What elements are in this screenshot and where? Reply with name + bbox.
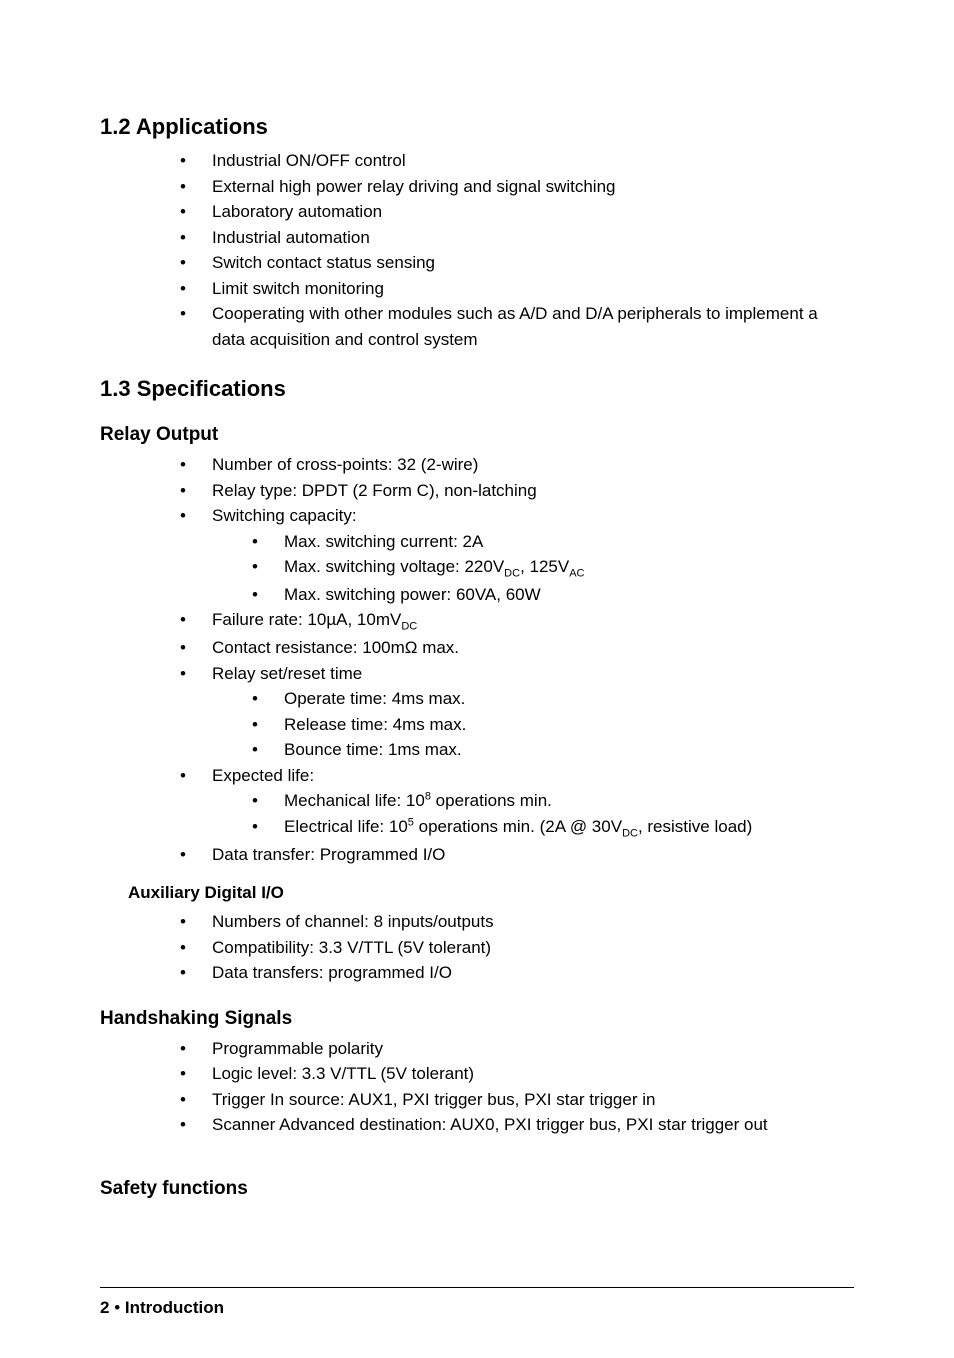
relay-output-heading: Relay Output bbox=[100, 424, 854, 446]
list-item: Operate time: 4ms max. bbox=[252, 686, 854, 712]
applications-heading: 1.2 Applications bbox=[100, 114, 854, 140]
switching-voltage-dc: DC bbox=[504, 567, 520, 579]
page-footer: 2 • Introduction bbox=[100, 1287, 854, 1318]
relay-output-list: Number of cross-points: 32 (2-wire) Rela… bbox=[180, 452, 854, 867]
switching-voltage-ac: AC bbox=[569, 567, 584, 579]
electrical-life-post: , resistive load) bbox=[638, 817, 752, 836]
list-item: Laboratory automation bbox=[180, 199, 854, 225]
list-item: Compatibility: 3.3 V/TTL (5V tolerant) bbox=[180, 935, 854, 961]
list-item: Numbers of channel: 8 inputs/outputs bbox=[180, 909, 854, 935]
list-item: Switching capacity: Max. switching curre… bbox=[180, 503, 854, 607]
handshaking-list: Programmable polarity Logic level: 3.3 V… bbox=[180, 1036, 854, 1138]
list-item: Release time: 4ms max. bbox=[252, 712, 854, 738]
relay-time-label: Relay set/reset time bbox=[212, 664, 362, 683]
switching-voltage-pre: Max. switching voltage: 220V bbox=[284, 557, 504, 576]
switching-capacity-label: Switching capacity: bbox=[212, 506, 357, 525]
failure-rate-pre: Failure rate: 10µA, 10mV bbox=[212, 610, 401, 629]
handshaking-heading: Handshaking Signals bbox=[100, 1008, 854, 1030]
electrical-life-dc: DC bbox=[622, 827, 638, 839]
list-item: Mechanical life: 108 operations min. bbox=[252, 788, 854, 814]
list-item: Industrial automation bbox=[180, 225, 854, 251]
list-item: Cooperating with other modules such as A… bbox=[180, 301, 854, 352]
footer-text: 2 • Introduction bbox=[100, 1298, 854, 1318]
list-item: Max. switching power: 60VA, 60W bbox=[252, 582, 854, 608]
switching-capacity-sublist: Max. switching current: 2A Max. switchin… bbox=[252, 529, 854, 608]
list-item: Logic level: 3.3 V/TTL (5V tolerant) bbox=[180, 1061, 854, 1087]
list-item: Expected life: Mechanical life: 108 oper… bbox=[180, 763, 854, 842]
relay-time-sublist: Operate time: 4ms max. Release time: 4ms… bbox=[252, 686, 854, 763]
failure-rate-dc: DC bbox=[401, 621, 417, 633]
list-item: Relay set/reset time Operate time: 4ms m… bbox=[180, 661, 854, 763]
auxiliary-list: Numbers of channel: 8 inputs/outputs Com… bbox=[180, 909, 854, 986]
list-item: Bounce time: 1ms max. bbox=[252, 737, 854, 763]
applications-list: Industrial ON/OFF control External high … bbox=[180, 148, 854, 352]
list-item: External high power relay driving and si… bbox=[180, 174, 854, 200]
list-item: Data transfers: programmed I/O bbox=[180, 960, 854, 986]
footer-divider bbox=[100, 1287, 854, 1288]
list-item: Data transfer: Programmed I/O bbox=[180, 842, 854, 868]
specifications-heading: 1.3 Specifications bbox=[100, 376, 854, 402]
footer-separator: • bbox=[109, 1298, 124, 1317]
footer-section-name: Introduction bbox=[125, 1298, 224, 1317]
expected-life-sublist: Mechanical life: 108 operations min. Ele… bbox=[252, 788, 854, 841]
list-item: Relay type: DPDT (2 Form C), non-latchin… bbox=[180, 478, 854, 504]
list-item: Number of cross-points: 32 (2-wire) bbox=[180, 452, 854, 478]
list-item: Scanner Advanced destination: AUX0, PXI … bbox=[180, 1112, 854, 1138]
mechanical-life-post: operations min. bbox=[431, 791, 552, 810]
list-item: Industrial ON/OFF control bbox=[180, 148, 854, 174]
list-item: Trigger In source: AUX1, PXI trigger bus… bbox=[180, 1087, 854, 1113]
list-item: Switch contact status sensing bbox=[180, 250, 854, 276]
auxiliary-heading: Auxiliary Digital I/O bbox=[128, 883, 854, 903]
list-item: Electrical life: 105 operations min. (2A… bbox=[252, 814, 854, 842]
electrical-life-mid: operations min. (2A @ 30V bbox=[414, 817, 622, 836]
list-item: Programmable polarity bbox=[180, 1036, 854, 1062]
expected-life-label: Expected life: bbox=[212, 766, 314, 785]
electrical-life-pre: Electrical life: 10 bbox=[284, 817, 408, 836]
list-item: Contact resistance: 100mΩ max. bbox=[180, 635, 854, 661]
switching-voltage-mid: , 125V bbox=[520, 557, 569, 576]
list-item: Failure rate: 10µA, 10mVDC bbox=[180, 607, 854, 635]
list-item: Max. switching voltage: 220VDC, 125VAC bbox=[252, 554, 854, 582]
safety-heading: Safety functions bbox=[100, 1178, 854, 1200]
list-item: Limit switch monitoring bbox=[180, 276, 854, 302]
list-item: Max. switching current: 2A bbox=[252, 529, 854, 555]
mechanical-life-pre: Mechanical life: 10 bbox=[284, 791, 425, 810]
